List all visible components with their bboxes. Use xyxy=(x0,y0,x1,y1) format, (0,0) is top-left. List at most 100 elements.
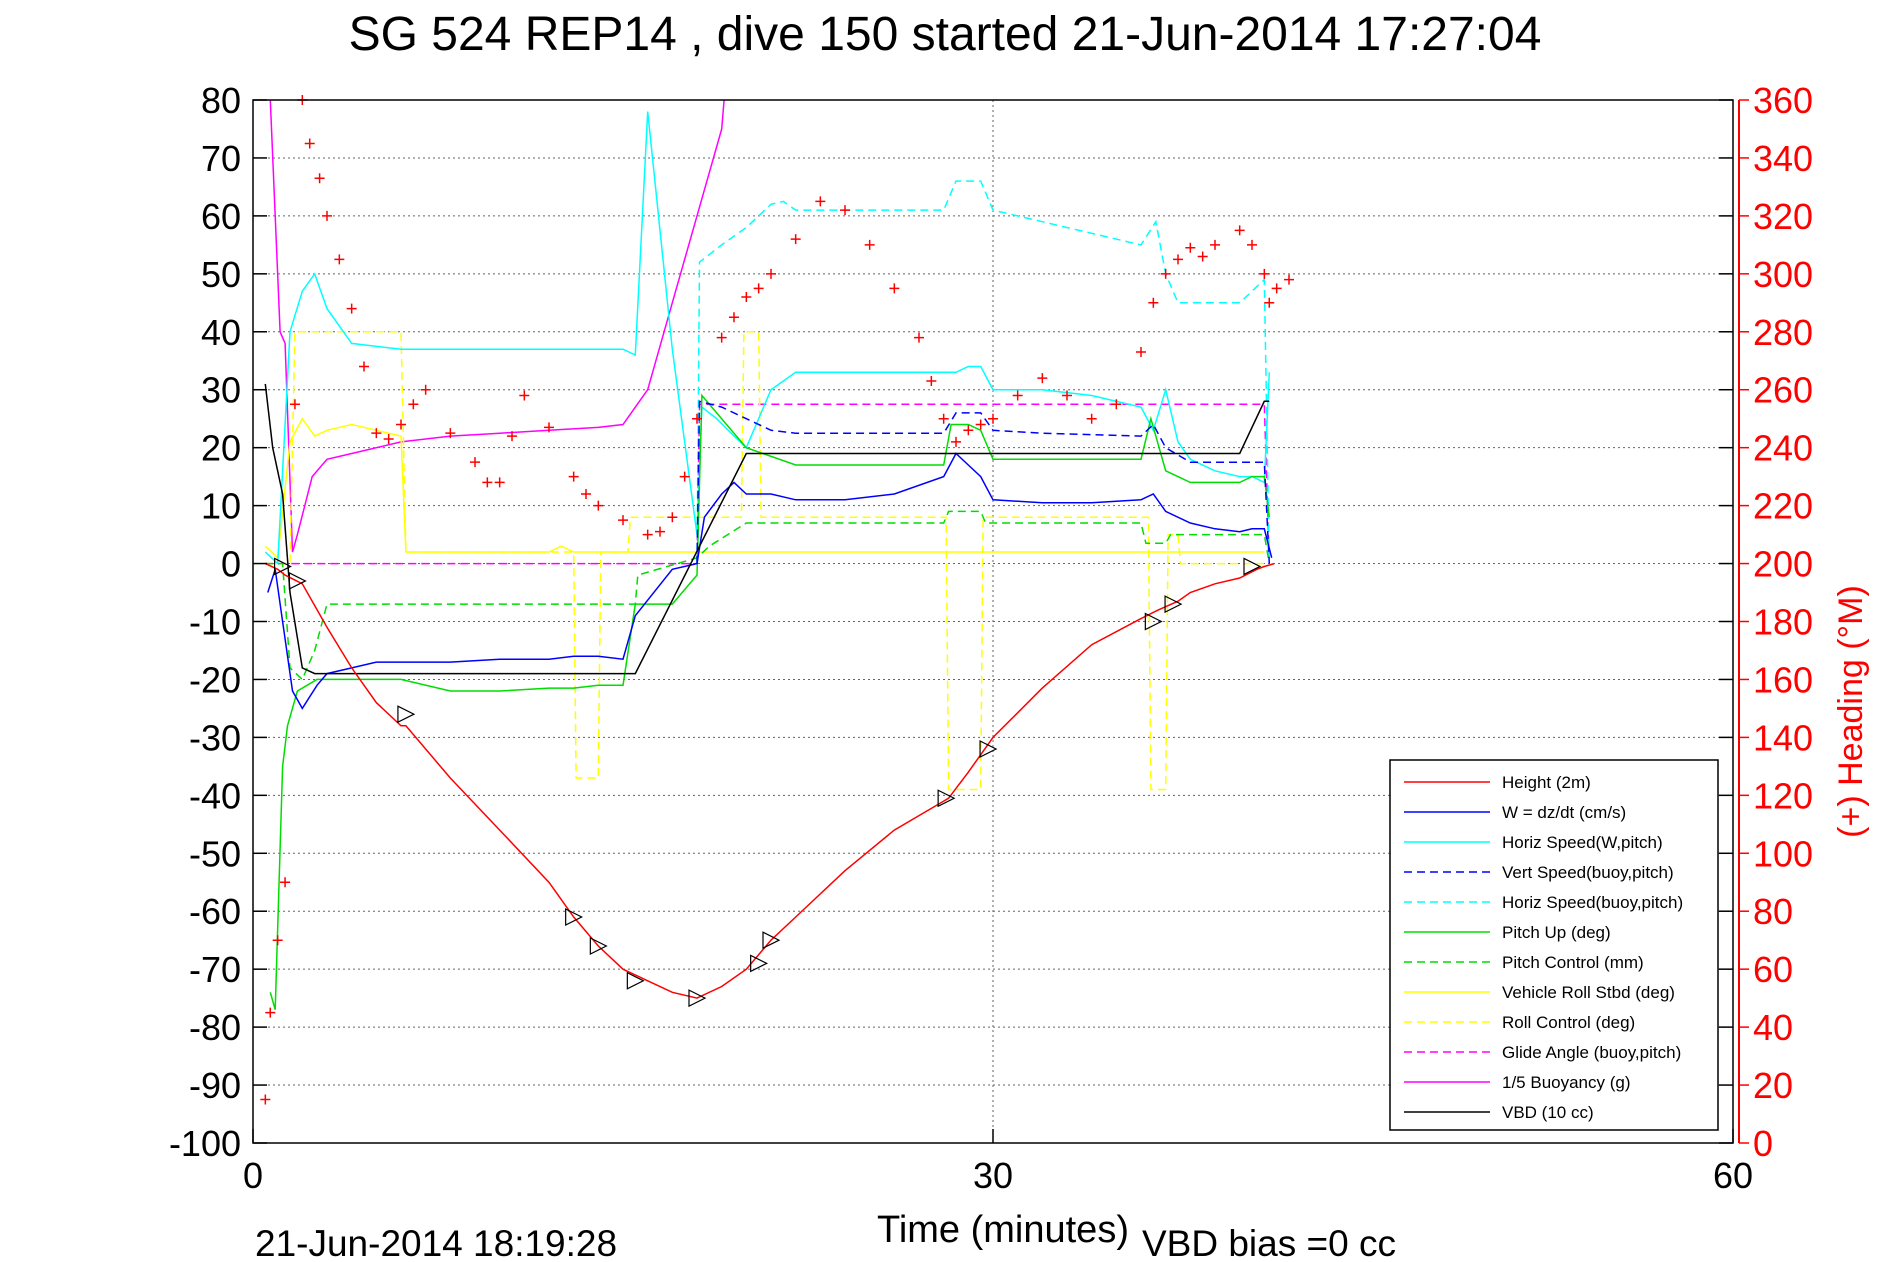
heading-point xyxy=(1173,254,1183,265)
left-tick-label: -90 xyxy=(189,1065,241,1106)
legend-label: 1/5 Buoyancy (g) xyxy=(1502,1073,1631,1092)
heading-point xyxy=(1234,225,1245,236)
heading-point xyxy=(1086,413,1097,424)
legend-box xyxy=(1389,759,1719,1131)
legend-label: Pitch Control (mm) xyxy=(1502,953,1644,972)
series-roll-control xyxy=(265,331,1265,791)
triangle-marker xyxy=(397,705,416,724)
right-tick-label: 300 xyxy=(1753,254,1813,295)
series-pitch-up xyxy=(269,393,1271,1010)
heading-point xyxy=(618,515,628,526)
heading-point xyxy=(408,399,419,410)
bottom-tick-label: 30 xyxy=(973,1155,1013,1196)
right-tick-label: 160 xyxy=(1753,659,1813,700)
heading-point xyxy=(272,935,283,946)
heading-point xyxy=(951,436,961,447)
series-horiz-speed-w-pitch xyxy=(264,111,1271,566)
heading-point xyxy=(716,332,727,343)
heading-point xyxy=(1111,399,1122,410)
left-tick-label: 30 xyxy=(201,370,241,411)
left-tick-label: -20 xyxy=(189,659,241,700)
heading-point xyxy=(1136,347,1146,358)
left-tick-label: 80 xyxy=(201,80,241,121)
legend-label: Vert Speed(buoy,pitch) xyxy=(1502,863,1674,882)
right-tick-label: 140 xyxy=(1753,717,1813,758)
heading-point xyxy=(667,512,678,523)
heading-point xyxy=(1259,268,1270,279)
heading-point xyxy=(304,138,315,149)
triangle-marker xyxy=(750,954,769,973)
right-tick-label: 80 xyxy=(1753,891,1793,932)
heading-point xyxy=(914,332,924,343)
right-tick-label: 220 xyxy=(1753,486,1813,527)
legend: Height (2m) W = dz/dt (cm/s) Horiz Speed(W… xyxy=(1389,759,1719,1131)
heading-point xyxy=(314,173,325,184)
left-tick-label: 0 xyxy=(221,544,241,585)
bottom-axis: 0 30 60 xyxy=(243,1129,1753,1196)
heading-point xyxy=(494,477,505,488)
heading-series xyxy=(260,95,1294,1105)
heading-point xyxy=(655,526,665,537)
right-tick-label: 180 xyxy=(1753,602,1813,643)
legend-label: Vehicle Roll Stbd (deg) xyxy=(1502,983,1675,1002)
heading-point xyxy=(753,283,764,294)
heading-point xyxy=(1284,274,1294,285)
heading-point xyxy=(334,254,345,265)
heading-point xyxy=(420,384,431,395)
heading-point xyxy=(679,471,690,482)
heading-point xyxy=(1037,373,1048,384)
heading-point xyxy=(470,457,480,468)
right-tick-label: 340 xyxy=(1753,138,1813,179)
heading-point xyxy=(289,399,300,410)
left-tick-label: 60 xyxy=(201,196,241,237)
triangle-marker xyxy=(565,908,584,926)
heading-point xyxy=(519,390,530,401)
series-w xyxy=(267,452,1273,710)
left-tick-label: 40 xyxy=(201,312,241,353)
left-tick-label: -30 xyxy=(189,717,241,758)
legend-label: Horiz Speed(buoy,pitch) xyxy=(1502,893,1683,912)
legend-label: Pitch Up (deg) xyxy=(1502,923,1611,942)
legend-label: Height (2m) xyxy=(1502,773,1591,792)
chart-title: SG 524 REP14 , dive 150 started 21-Jun-2… xyxy=(349,8,1542,61)
legend-label: W = dz/dt (cm/s) xyxy=(1502,803,1626,822)
series-pitch-control xyxy=(265,510,1271,681)
series-buoyancy xyxy=(269,99,725,553)
right-tick-label: 120 xyxy=(1753,775,1813,816)
series-layer xyxy=(264,99,1275,1010)
heading-point xyxy=(544,422,554,433)
right-tick-label: 100 xyxy=(1753,833,1813,874)
heading-point xyxy=(260,1094,271,1105)
heading-point xyxy=(1185,242,1196,253)
heading-point xyxy=(371,428,382,439)
vbd-bias-label: VBD bias =0 cc xyxy=(1142,1223,1396,1262)
left-tick-label: 50 xyxy=(201,254,241,295)
left-tick-label: 70 xyxy=(201,138,241,179)
triangle-marker xyxy=(979,740,998,758)
heading-point xyxy=(790,234,801,245)
right-tick-label: 200 xyxy=(1753,544,1813,585)
triangle-marker xyxy=(626,971,645,990)
heading-point xyxy=(507,431,517,442)
heading-point xyxy=(383,433,394,444)
left-tick-label: 20 xyxy=(201,428,241,469)
bottom-tick-label: 60 xyxy=(1713,1155,1753,1196)
heading-point xyxy=(864,239,875,250)
triangle-marker xyxy=(937,789,956,808)
heading-point xyxy=(322,210,332,221)
heading-point xyxy=(1210,239,1220,250)
legend-label: Horiz Speed(W,pitch) xyxy=(1502,833,1663,852)
triangle-markers xyxy=(274,557,1262,1008)
heading-point xyxy=(963,425,974,436)
series-vert-speed-buoy-pitch xyxy=(696,400,1271,564)
right-axis-label: (+) Heading (°M) xyxy=(1832,585,1870,838)
left-tick-label: -100 xyxy=(169,1123,241,1164)
left-tick-label: -50 xyxy=(189,833,241,874)
heading-point xyxy=(568,471,579,482)
heading-point xyxy=(359,361,369,372)
heading-point xyxy=(1271,283,1282,294)
heading-point xyxy=(741,292,752,303)
heading-point xyxy=(346,303,357,314)
triangle-marker xyxy=(274,557,292,576)
